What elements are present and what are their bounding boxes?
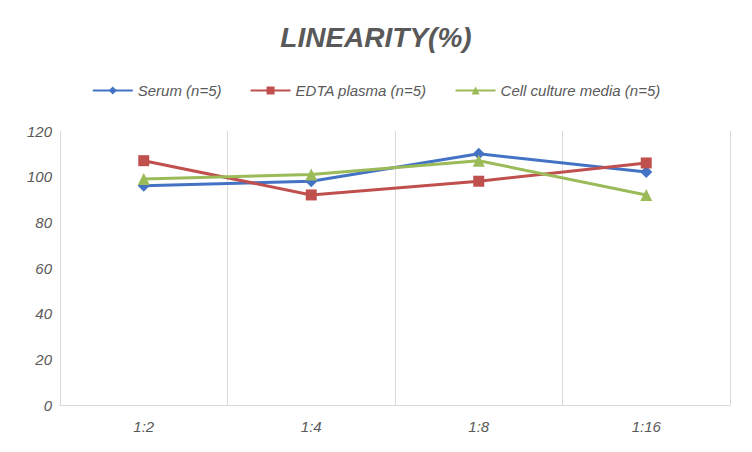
svg-text:60: 60: [35, 260, 52, 277]
svg-text:Cell culture media (n=5): Cell culture media (n=5): [501, 82, 661, 99]
svg-text:1:8: 1:8: [468, 418, 490, 435]
svg-text:LINEARITY(%): LINEARITY(%): [280, 22, 471, 53]
svg-text:120: 120: [27, 123, 53, 140]
svg-text:20: 20: [34, 351, 52, 368]
svg-text:EDTA plasma (n=5): EDTA plasma (n=5): [296, 82, 426, 99]
svg-text:40: 40: [35, 305, 52, 322]
svg-text:80: 80: [35, 214, 52, 231]
svg-text:Serum (n=5): Serum (n=5): [138, 82, 222, 99]
svg-text:1:16: 1:16: [632, 418, 662, 435]
svg-text:1:2: 1:2: [133, 418, 155, 435]
svg-text:1:4: 1:4: [301, 418, 322, 435]
svg-text:0: 0: [44, 397, 53, 414]
svg-text:100: 100: [27, 168, 53, 185]
